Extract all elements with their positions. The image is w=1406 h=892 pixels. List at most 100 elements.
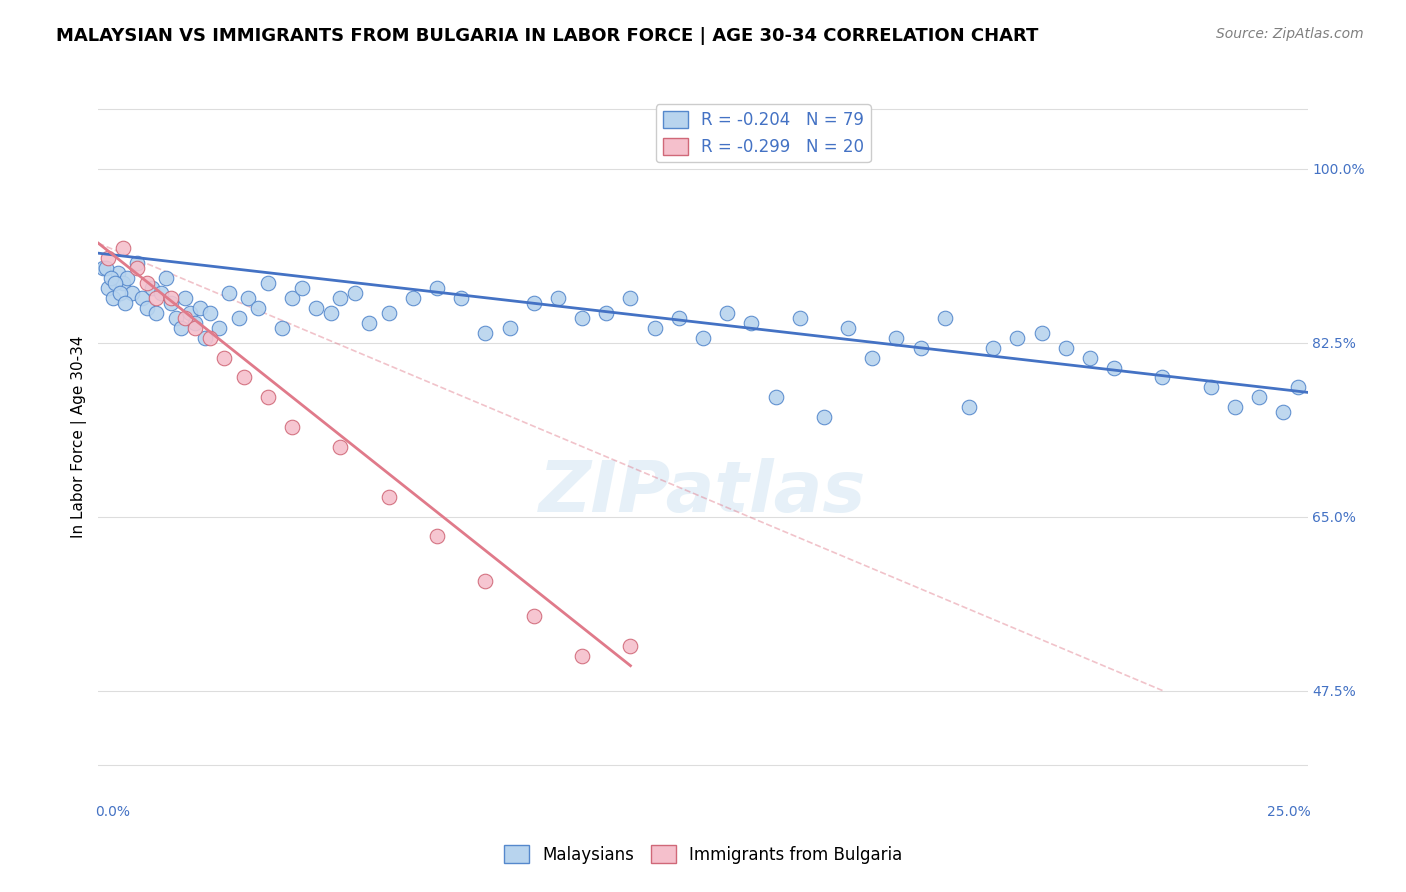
Point xyxy=(426,281,449,295)
Point xyxy=(644,320,666,334)
Point xyxy=(402,291,425,305)
Point xyxy=(121,285,143,300)
Point xyxy=(343,285,366,300)
Text: 25.0%: 25.0% xyxy=(1267,805,1310,819)
Point xyxy=(145,291,167,305)
Point xyxy=(474,326,496,340)
Point xyxy=(141,281,163,295)
Point xyxy=(1152,370,1174,384)
Text: 0.0%: 0.0% xyxy=(96,805,131,819)
Point xyxy=(198,306,221,320)
Point xyxy=(114,296,136,310)
Point xyxy=(198,331,221,345)
Point xyxy=(813,410,835,425)
Point xyxy=(957,401,980,415)
Point xyxy=(377,306,399,320)
Point xyxy=(150,285,173,300)
Point xyxy=(174,291,197,305)
Point xyxy=(1272,405,1295,419)
Point xyxy=(571,648,593,663)
Point xyxy=(934,310,956,325)
Point xyxy=(319,306,342,320)
Point xyxy=(498,320,520,334)
Point xyxy=(765,390,787,404)
Point xyxy=(228,310,250,325)
Text: MALAYSIAN VS IMMIGRANTS FROM BULGARIA IN LABOR FORCE | AGE 30-34 CORRELATION CHA: MALAYSIAN VS IMMIGRANTS FROM BULGARIA IN… xyxy=(56,27,1039,45)
Legend: R = -0.204   N = 79, R = -0.299   N = 20: R = -0.204 N = 79, R = -0.299 N = 20 xyxy=(657,104,870,162)
Y-axis label: In Labor Force | Age 30-34: In Labor Force | Age 30-34 xyxy=(72,335,87,539)
Point xyxy=(97,281,120,295)
Point xyxy=(111,241,134,255)
Point xyxy=(426,529,449,543)
Point xyxy=(740,316,762,330)
Point xyxy=(194,331,217,345)
Point xyxy=(981,341,1004,355)
Point xyxy=(212,351,235,365)
Point xyxy=(91,261,114,276)
Point xyxy=(127,256,149,270)
Point xyxy=(1286,380,1309,394)
Point xyxy=(108,285,131,300)
Point xyxy=(238,291,260,305)
Point xyxy=(619,639,641,653)
Point xyxy=(1249,390,1271,404)
Point xyxy=(135,276,157,290)
Point xyxy=(208,320,231,334)
Point xyxy=(160,296,183,310)
Point xyxy=(104,276,127,290)
Point xyxy=(174,310,197,325)
Point xyxy=(232,370,254,384)
Text: Source: ZipAtlas.com: Source: ZipAtlas.com xyxy=(1216,27,1364,41)
Point xyxy=(160,291,183,305)
Point xyxy=(135,301,157,315)
Point xyxy=(256,390,278,404)
Point xyxy=(474,574,496,589)
Point xyxy=(860,351,883,365)
Point xyxy=(117,271,139,285)
Point xyxy=(127,261,149,276)
Point xyxy=(571,310,593,325)
Point xyxy=(523,296,546,310)
Point xyxy=(290,281,312,295)
Point xyxy=(94,261,117,276)
Point xyxy=(281,420,304,434)
Point xyxy=(131,291,153,305)
Point xyxy=(1031,326,1053,340)
Point xyxy=(165,310,187,325)
Point xyxy=(329,440,352,454)
Point xyxy=(281,291,304,305)
Point xyxy=(97,251,120,265)
Point xyxy=(523,609,546,624)
Point xyxy=(1199,380,1222,394)
Point xyxy=(910,341,932,355)
Point xyxy=(184,320,207,334)
Point xyxy=(547,291,569,305)
Point xyxy=(886,331,908,345)
Point xyxy=(101,291,124,305)
Point xyxy=(1078,351,1101,365)
Point xyxy=(179,306,201,320)
Point xyxy=(305,301,328,315)
Point xyxy=(692,331,714,345)
Point xyxy=(1007,331,1029,345)
Point xyxy=(1054,341,1077,355)
Point xyxy=(716,306,738,320)
Point xyxy=(188,301,211,315)
Point xyxy=(184,316,207,330)
Point xyxy=(359,316,381,330)
Text: ZIPatlas: ZIPatlas xyxy=(540,458,866,527)
Point xyxy=(837,320,859,334)
Point xyxy=(619,291,641,305)
Point xyxy=(218,285,240,300)
Point xyxy=(271,320,294,334)
Point xyxy=(111,276,134,290)
Legend: Malaysians, Immigrants from Bulgaria: Malaysians, Immigrants from Bulgaria xyxy=(498,838,908,871)
Point xyxy=(329,291,352,305)
Point xyxy=(145,306,167,320)
Point xyxy=(595,306,617,320)
Point xyxy=(789,310,811,325)
Point xyxy=(1102,360,1125,375)
Point xyxy=(169,320,191,334)
Point xyxy=(256,276,278,290)
Point xyxy=(107,266,129,280)
